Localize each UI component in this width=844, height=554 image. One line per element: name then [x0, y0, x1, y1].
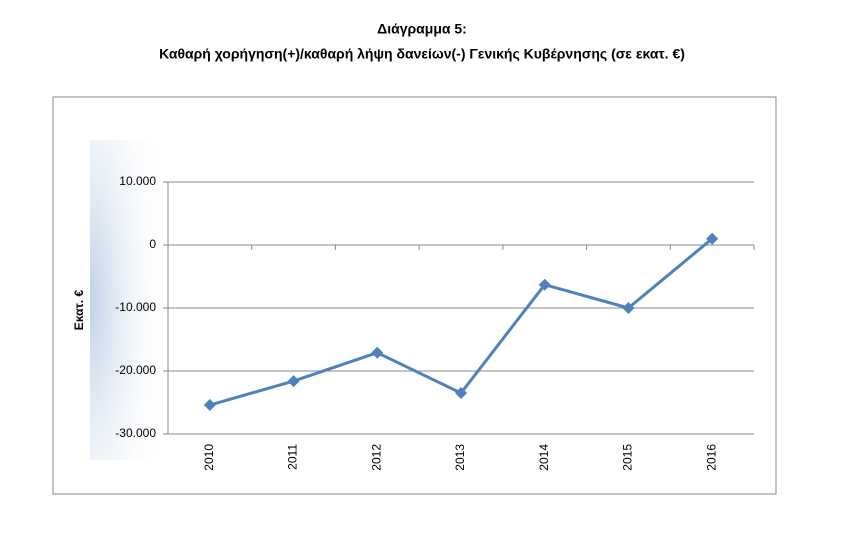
y-tick-label: -30.000: [115, 426, 156, 440]
x-tick-label: 2016: [704, 444, 718, 471]
marker: [706, 232, 719, 245]
marker: [371, 346, 384, 359]
y-tick-label: -20.000: [115, 363, 156, 377]
y-axis-label: Εκατ. €: [72, 289, 86, 330]
glow: [90, 140, 170, 460]
marker: [203, 399, 216, 412]
x-tick-label: 2012: [369, 444, 383, 471]
y-tick-label: -10.000: [115, 300, 156, 314]
chart-title: Διάγραμμα 5:: [377, 21, 467, 37]
marker: [455, 387, 467, 400]
x-tick-label: 2013: [453, 444, 467, 471]
x-tick-label: 2015: [621, 444, 635, 471]
chart-frame: [52, 96, 777, 495]
y-tick-label: 0: [149, 237, 156, 251]
chart-subtitle: Καθαρή χορήγηση(+)/καθαρή λήψη δανείων(-…: [159, 46, 685, 62]
x-tick-label: 2011: [286, 444, 300, 470]
marker: [622, 302, 635, 314]
x-tick-label: 2014: [537, 444, 551, 471]
marker: [287, 375, 300, 388]
x-tick-label: 2010: [202, 444, 216, 471]
marker: [538, 278, 551, 291]
y-tick-label: 10.000: [119, 174, 156, 188]
